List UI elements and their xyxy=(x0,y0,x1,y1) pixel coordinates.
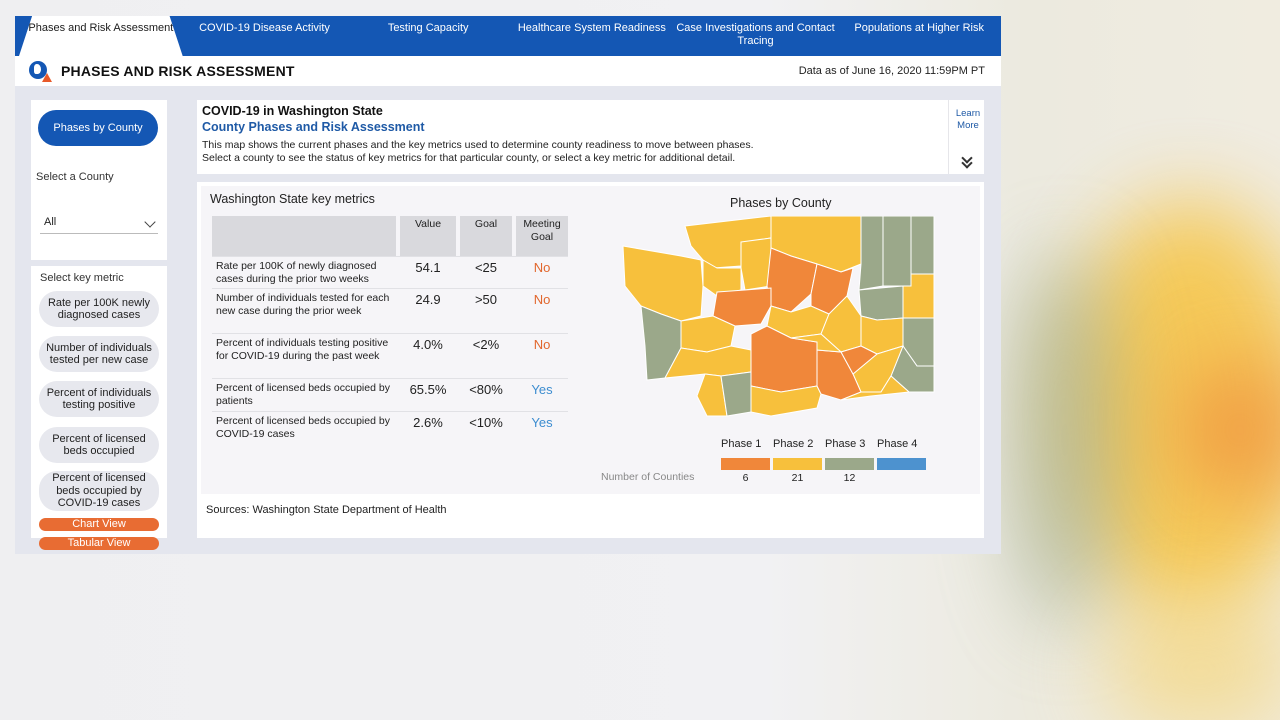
info-description: This map shows the current phases and th… xyxy=(202,139,942,164)
metric-goal: <80% xyxy=(460,378,512,411)
sources-note: Sources: Washington State Department of … xyxy=(206,504,447,516)
header-value: Value xyxy=(400,216,456,256)
metric-value: 4.0% xyxy=(400,333,456,378)
metric-name: Number of individuals tested for each ne… xyxy=(212,288,396,333)
legend-phase-4: Phase 4 xyxy=(877,438,918,450)
info-card: COVID-19 in Washington State County Phas… xyxy=(197,100,984,174)
county-select[interactable]: All xyxy=(40,212,158,234)
table-row[interactable]: Percent of licensed beds occupied by pat… xyxy=(212,378,568,411)
metric-name: Percent of licensed beds occupied by pat… xyxy=(212,378,396,411)
county xyxy=(858,285,904,321)
tabular-view-button[interactable]: Tabular View xyxy=(39,537,159,550)
county xyxy=(750,385,822,417)
metric-goal: >50 xyxy=(460,288,512,333)
info-line: This map shows the current phases and th… xyxy=(202,139,754,151)
metric-goal: <2% xyxy=(460,333,512,378)
key-metrics-table: Value Goal Meeting Goal Rate per 100K of… xyxy=(212,216,568,444)
metric-name: Percent of individuals testing positive … xyxy=(212,333,396,378)
tab-testing-capacity[interactable]: Testing Capacity xyxy=(387,22,469,34)
tab-case-investigations[interactable]: Case Investigations and Contact Tracing xyxy=(676,22,835,47)
legend-bar-phase-4 xyxy=(877,458,926,470)
legend-bar-phase-2 xyxy=(773,458,822,470)
info-subtitle: County Phases and Risk Assessment xyxy=(202,120,425,134)
tab-disease-activity[interactable]: COVID-19 Disease Activity xyxy=(199,22,330,34)
table-row[interactable]: Rate per 100K of newly diagnosed cases d… xyxy=(212,256,568,288)
table-header: Value Goal Meeting Goal xyxy=(212,216,568,256)
county xyxy=(740,237,772,291)
metric-meeting-goal: No xyxy=(516,333,568,378)
county xyxy=(790,333,843,353)
key-metrics-title: Washington State key metrics xyxy=(210,192,375,206)
table-row[interactable]: Number of individuals tested for each ne… xyxy=(212,288,568,333)
page-title: PHASES AND RISK ASSESSMENT xyxy=(61,63,295,79)
tab-higher-risk[interactable]: Populations at Higher Risk xyxy=(854,22,984,34)
legend-count-phase-1: 6 xyxy=(742,472,749,484)
metric-positive-button[interactable]: Percent of individuals testing positive xyxy=(39,381,159,417)
metric-tested-button[interactable]: Number of individuals tested per new cas… xyxy=(39,336,159,372)
washington-county-map[interactable] xyxy=(621,216,941,426)
legend-phase-2: Phase 2 xyxy=(773,438,814,450)
header-goal: Goal xyxy=(460,216,512,256)
legend-phase-1: Phase 1 xyxy=(721,438,762,450)
header-meeting-goal: Meeting Goal xyxy=(516,216,568,256)
chevron-down-icon xyxy=(144,216,156,228)
main-card: Washington State key metrics Value Goal … xyxy=(197,182,984,538)
metric-goal: <25 xyxy=(460,256,512,288)
wa-doh-globe-icon xyxy=(29,61,52,82)
metric-value: 65.5% xyxy=(400,378,456,411)
learn-more-link[interactable]: Learn More xyxy=(955,108,981,131)
tab-phases-risk[interactable]: Phases and Risk Assessment xyxy=(19,16,183,56)
county xyxy=(840,345,878,375)
metric-meeting-goal: No xyxy=(516,288,568,333)
info-line: Select a county to see the status of key… xyxy=(202,151,736,164)
sidebar-divider xyxy=(31,260,167,266)
metric-meeting-goal: Yes xyxy=(516,411,568,444)
county xyxy=(882,216,912,287)
metric-beds-button[interactable]: Percent of licensed beds occupied xyxy=(39,427,159,463)
number-of-counties-label: Number of Counties xyxy=(601,471,695,483)
dashboard-frame: Phases and Risk Assessment COVID-19 Dise… xyxy=(15,16,1001,554)
legend-bar-phase-1 xyxy=(721,458,770,470)
legend-count-phase-2: 21 xyxy=(791,472,804,484)
sidebar: Phases by County Select a County All Sel… xyxy=(31,100,167,550)
metric-meeting-goal: Yes xyxy=(516,378,568,411)
double-chevron-down-icon[interactable] xyxy=(960,152,974,169)
map-title: Phases by County xyxy=(730,196,832,210)
metric-goal: <10% xyxy=(460,411,512,444)
metric-value: 24.9 xyxy=(400,288,456,333)
metric-value: 2.6% xyxy=(400,411,456,444)
county xyxy=(840,375,911,401)
metrics-map-panel: Washington State key metrics Value Goal … xyxy=(201,186,980,494)
key-metric-label: Select key metric xyxy=(40,272,124,284)
info-title: COVID-19 in Washington State xyxy=(202,104,383,118)
top-nav: Phases and Risk Assessment COVID-19 Dise… xyxy=(15,16,1001,56)
table-row[interactable]: Percent of individuals testing positive … xyxy=(212,333,568,378)
metric-covid-beds-button[interactable]: Percent of licensed beds occupied by COV… xyxy=(39,471,159,511)
county xyxy=(622,245,704,322)
legend-phase-3: Phase 3 xyxy=(825,438,866,450)
phases-by-county-button[interactable]: Phases by County xyxy=(38,110,158,146)
county xyxy=(910,216,935,275)
county xyxy=(696,373,728,417)
background-blur xyxy=(1010,250,1120,630)
metric-value: 54.1 xyxy=(400,256,456,288)
learn-more-panel: Learn More xyxy=(948,100,984,174)
table-row[interactable]: Percent of licensed beds occupied by COV… xyxy=(212,411,568,444)
title-bar: PHASES AND RISK ASSESSMENT Data as of Ju… xyxy=(15,56,1001,86)
chart-view-button[interactable]: Chart View xyxy=(39,518,159,531)
header-metric xyxy=(212,216,396,256)
background-blur xyxy=(1100,600,1280,720)
metric-meeting-goal: No xyxy=(516,256,568,288)
select-county-label: Select a County xyxy=(36,171,114,183)
metric-name: Rate per 100K of newly diagnosed cases d… xyxy=(212,256,396,288)
legend-bar-phase-3 xyxy=(825,458,874,470)
metric-rate-button[interactable]: Rate per 100K newly diagnosed cases xyxy=(39,291,159,327)
county xyxy=(858,216,884,291)
background-blur xyxy=(1180,360,1280,500)
legend-count-phase-3: 12 xyxy=(843,472,856,484)
county-select-value: All xyxy=(44,216,57,228)
data-as-of: Data as of June 16, 2020 11:59PM PT xyxy=(798,65,985,77)
metric-name: Percent of licensed beds occupied by COV… xyxy=(212,411,396,444)
tab-healthcare-readiness[interactable]: Healthcare System Readiness xyxy=(517,22,666,34)
